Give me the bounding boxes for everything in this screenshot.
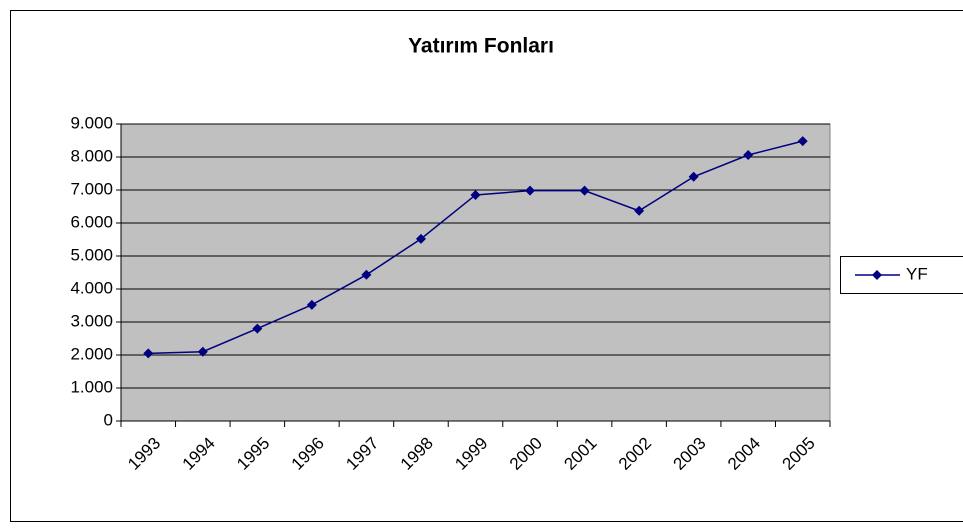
y-tick-label: 5.000 xyxy=(70,245,113,264)
legend-marker xyxy=(872,270,882,280)
data-point xyxy=(252,323,263,334)
y-tick-label: 1.000 xyxy=(70,377,113,396)
y-tick-label: 8.000 xyxy=(70,146,113,165)
plot-area xyxy=(120,123,831,422)
data-point xyxy=(797,136,808,147)
data-point xyxy=(743,150,754,161)
y-tick-label: 2.000 xyxy=(70,344,113,363)
data-point xyxy=(197,346,208,357)
y-tick-label: 0 xyxy=(104,410,113,429)
data-point xyxy=(470,189,481,200)
data-point xyxy=(579,185,590,196)
y-tick-label: 3.000 xyxy=(70,311,113,330)
data-point xyxy=(415,233,426,244)
y-tick-label: 7.000 xyxy=(70,179,113,198)
data-point xyxy=(306,299,317,310)
chart-title: Yatırım Fonları xyxy=(408,35,554,58)
y-tick-label: 6.000 xyxy=(70,212,113,231)
data-point xyxy=(688,171,699,182)
data-point xyxy=(634,205,645,216)
data-point xyxy=(361,269,372,280)
data-point xyxy=(143,348,154,359)
y-tick-label: 4.000 xyxy=(70,278,113,297)
legend-label: YF xyxy=(906,264,928,283)
y-tick-label: 9.000 xyxy=(70,113,113,132)
data-point xyxy=(525,185,536,196)
